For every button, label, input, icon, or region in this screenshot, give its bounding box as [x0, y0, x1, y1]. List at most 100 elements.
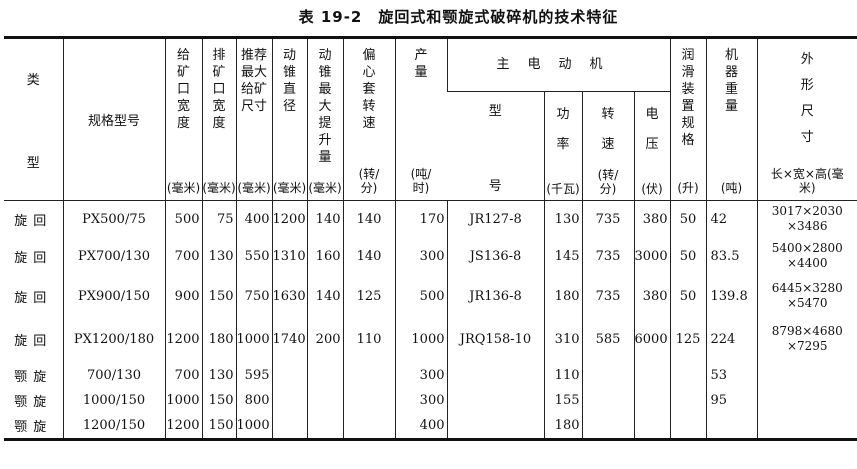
- header-type: 类型: [4, 36, 63, 201]
- dims-line-1: 8798×4680: [771, 324, 843, 338]
- cell-motor: [446, 412, 544, 440]
- cell-feed: 900: [164, 275, 202, 317]
- cell-cap: 400: [394, 412, 447, 440]
- cell-lube: [669, 412, 707, 440]
- cell-model: PX900/150: [62, 275, 165, 317]
- header-discharge-width: 排矿口宽度 (毫米): [201, 36, 236, 201]
- cell-lift: 160: [306, 237, 343, 275]
- cell-weight: 139.8: [705, 275, 758, 317]
- cell-motor: JR136-8: [446, 275, 544, 317]
- cell-cone-dia: [271, 412, 307, 440]
- cell-dimensions: [756, 361, 857, 389]
- cell-type: 颚旋: [14, 419, 53, 435]
- cell-max-feed: 595: [235, 361, 272, 389]
- cell-feed: 700: [164, 237, 202, 275]
- cell-cone-dia: 1200: [271, 200, 307, 237]
- cell-type: 旋回: [14, 250, 53, 266]
- cell-lube: [669, 389, 707, 412]
- cell-max-feed: 550: [235, 237, 272, 275]
- cell-lube: 50: [669, 237, 707, 275]
- cell-power: 145: [543, 237, 582, 275]
- cell-weight: 95: [705, 389, 758, 412]
- cell-power: 310: [543, 317, 582, 361]
- cell-lift: [306, 412, 343, 440]
- cell-power: 110: [543, 361, 582, 389]
- cell-speed: 735: [581, 237, 634, 275]
- cell-weight: 53: [705, 361, 758, 389]
- cell-max-feed: 800: [235, 389, 272, 412]
- cell-max-feed: 1000: [235, 412, 272, 440]
- cell-volt: 380: [633, 275, 671, 317]
- header-motor-voltage: 电压 (伏): [633, 91, 671, 201]
- cell-cap: 170: [394, 200, 447, 237]
- cell-power: 130: [543, 200, 582, 237]
- table-row: 旋回 PX700/130 700 130 550 1310 160 140 300 JS136-8…: [4, 237, 857, 275]
- cell-type: 颚旋: [14, 395, 53, 410]
- header-main-motor: 主电动机: [446, 36, 671, 92]
- cell-type: 旋回: [14, 290, 53, 306]
- cell-cone-dia: 1310: [271, 237, 307, 275]
- cell-ecc: 125: [342, 275, 395, 317]
- cell-cap: 1000: [394, 317, 447, 361]
- cell-model: 700/130: [62, 361, 165, 389]
- cell-discharge: 150: [201, 389, 236, 412]
- header-capacity: 产量 (吨/时): [394, 36, 447, 201]
- cell-discharge: 130: [201, 237, 236, 275]
- cell-model: 1200/150: [62, 412, 165, 440]
- cell-power: 180: [543, 412, 582, 440]
- cell-lift: [306, 389, 343, 412]
- cell-ecc: 110: [342, 317, 395, 361]
- cell-cone-dia: 1630: [271, 275, 307, 317]
- cell-dimensions: 8798×4680 ×7295: [756, 317, 857, 361]
- table-row: 颚旋 700/130 700 130 595 300 110 53: [4, 361, 857, 389]
- dims-line-1: 5400×2800: [771, 241, 843, 255]
- cell-motor: [446, 361, 544, 389]
- cell-discharge: 150: [201, 412, 236, 440]
- cell-volt: [633, 361, 671, 389]
- header-motor-type: 型号: [488, 104, 502, 194]
- cell-speed: 735: [581, 275, 634, 317]
- cell-volt: 3000: [633, 237, 671, 275]
- cell-dimensions: [756, 389, 857, 412]
- cell-speed: [581, 412, 634, 440]
- cell-power: 155: [543, 389, 582, 412]
- cell-weight: [705, 412, 758, 440]
- header-motor-speed: 转速 (转/分): [581, 91, 634, 201]
- dims-line-2: ×5470: [786, 296, 828, 310]
- dims-line-1: 6445×3280: [771, 281, 843, 295]
- cell-weight: 224: [705, 317, 758, 361]
- cell-discharge: 75: [201, 200, 236, 237]
- cell-feed: 1200: [164, 317, 202, 361]
- cell-cap: 300: [394, 361, 447, 389]
- cell-max-feed: 1000: [235, 317, 272, 361]
- cell-speed: [581, 389, 634, 412]
- header-max-feed: 推荐最大给矿尺寸 (毫米): [235, 36, 272, 201]
- header-cone-lift: 动锥最大提升量 (毫米): [306, 36, 343, 201]
- cell-discharge: 130: [201, 361, 236, 389]
- cell-speed: [581, 361, 634, 389]
- cell-volt: 6000: [633, 317, 671, 361]
- header-lubrication: 润滑装置规格 (升): [669, 36, 707, 201]
- cell-cap: 500: [394, 275, 447, 317]
- cell-feed: 1200: [164, 412, 202, 440]
- header-feed-width: 给矿口宽度 (毫米): [164, 36, 202, 201]
- cell-cone-dia: [271, 361, 307, 389]
- cell-model: PX500/75: [62, 200, 165, 237]
- dims-line-2: ×4400: [786, 256, 828, 270]
- cell-feed: 1000: [164, 389, 202, 412]
- header-eccentric-speed: 偏心套转速 (转/分): [342, 36, 395, 201]
- dims-line-1: 3017×2030: [771, 204, 843, 218]
- cell-volt: [633, 412, 671, 440]
- table-row: 旋回 PX1200/180 1200 180 1000 1740 200 110 1000 JRQ…: [4, 317, 857, 361]
- cell-dimensions: [756, 412, 857, 440]
- cell-lube: 50: [669, 200, 707, 237]
- cell-feed: 700: [164, 361, 202, 389]
- table-title: 表 19-2 旋回式和颚旋式破碎机的技术特征: [298, 8, 619, 26]
- cell-power: 180: [543, 275, 582, 317]
- cell-dimensions: 6445×3280 ×5470: [756, 275, 857, 317]
- cell-motor: JR127-8: [446, 200, 544, 237]
- cell-lift: 140: [306, 275, 343, 317]
- cell-cap: 300: [394, 237, 447, 275]
- table-row: 颚旋 1200/150 1200 150 1000 400 180: [4, 412, 857, 440]
- cell-type: 旋回: [14, 213, 53, 229]
